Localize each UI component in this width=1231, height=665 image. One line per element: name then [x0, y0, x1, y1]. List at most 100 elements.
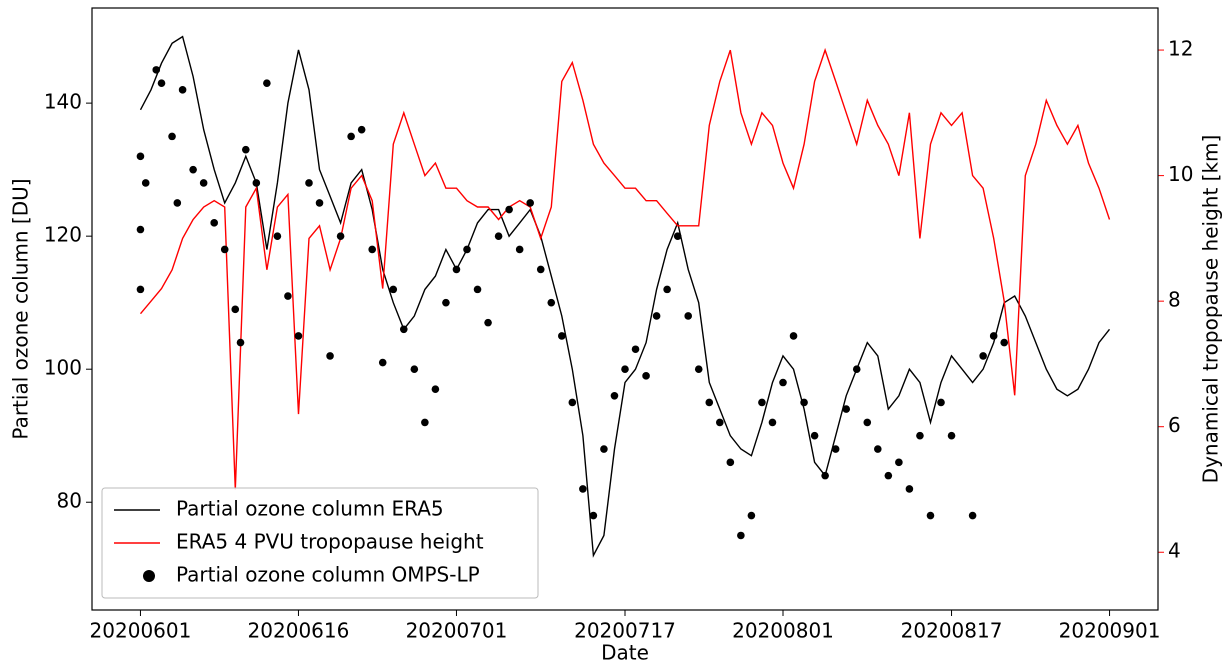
data-point [652, 312, 661, 320]
x-tick-label: 20200717 [574, 619, 676, 643]
data-point [463, 245, 471, 254]
data-point [979, 352, 987, 360]
x-tick-label: 20200817 [901, 619, 1003, 643]
data-point [515, 245, 524, 254]
data-point [368, 245, 376, 254]
data-point [168, 132, 176, 141]
data-point [284, 292, 292, 300]
data-point [326, 352, 334, 360]
data-point [294, 332, 303, 340]
data-line [139, 35, 1111, 558]
data-point [210, 219, 218, 227]
data-point [136, 225, 145, 234]
data-point [399, 325, 408, 334]
legend-label: Partial ozone column ERA5 [176, 497, 444, 521]
data-point [378, 358, 387, 367]
data-point [726, 458, 735, 467]
data-point [905, 485, 914, 493]
data-point [789, 332, 798, 340]
data-point [157, 79, 166, 87]
data-point [779, 378, 787, 387]
data-point [315, 199, 324, 207]
data-point [1000, 338, 1009, 347]
data-point [937, 398, 945, 407]
y-tick-label: 100 [44, 356, 82, 380]
y2-tick-label: 4 [1168, 539, 1181, 563]
y2-tick-label: 8 [1168, 288, 1181, 312]
data-point [494, 232, 503, 240]
data-point [421, 418, 429, 427]
y-tick-label: 140 [44, 90, 82, 114]
data-point [810, 431, 819, 440]
data-point [263, 79, 271, 87]
data-point [273, 232, 282, 240]
data-point [189, 165, 197, 174]
data-point [526, 199, 534, 207]
data-point [579, 485, 587, 493]
data-point [663, 285, 671, 294]
data-point [484, 318, 492, 327]
data-point [947, 431, 956, 440]
legend-label: Partial ozone column OMPS-LP [176, 563, 480, 587]
data-point [621, 365, 629, 374]
y2-axis-label: Dynamical tropopause height [km] [1199, 135, 1223, 484]
data-line [139, 47, 1111, 490]
data-point [884, 471, 893, 480]
data-point [431, 385, 440, 393]
data-point [968, 511, 977, 520]
data-point [178, 86, 187, 94]
data-point [768, 418, 777, 427]
data-point [220, 245, 229, 254]
data-point [231, 305, 240, 314]
data-point [136, 285, 145, 294]
legend-marker [143, 570, 155, 582]
data-point [631, 345, 640, 354]
legend-box [101, 487, 539, 599]
data-point [252, 179, 261, 187]
data-point [336, 232, 345, 240]
y2-tick-label: 12 [1168, 37, 1193, 61]
data-point [473, 285, 482, 294]
data-point [600, 445, 608, 453]
data-point [141, 179, 150, 187]
x-tick-label: 20200701 [406, 619, 508, 643]
plot-frame [91, 7, 1159, 611]
data-point [705, 398, 714, 407]
data-point [173, 199, 182, 207]
data-point [863, 418, 872, 427]
data-point [241, 145, 250, 154]
data-point [737, 531, 745, 540]
x-tick-label: 20200601 [90, 619, 192, 643]
data-point [831, 445, 840, 453]
data-point [800, 398, 808, 407]
data-point [684, 312, 693, 320]
data-point [389, 285, 398, 294]
data-point [199, 179, 208, 187]
data-point [410, 365, 419, 374]
data-point [874, 445, 882, 453]
y-tick-label: 80 [57, 489, 82, 513]
data-point [589, 511, 598, 520]
y2-tick-label: 10 [1168, 162, 1193, 186]
data-point [357, 125, 366, 134]
data-point [747, 511, 756, 520]
data-point [505, 205, 513, 214]
data-point [673, 232, 682, 240]
data-point [536, 265, 545, 274]
data-point [547, 298, 556, 307]
data-point [916, 431, 924, 440]
y2-tick-label: 6 [1168, 413, 1181, 437]
y-axis-label: Partial ozone column [DU] [9, 178, 33, 439]
x-tick-label: 20200901 [1059, 619, 1161, 643]
data-point [694, 365, 703, 374]
data-point [989, 332, 998, 340]
data-point [610, 392, 619, 400]
data-point [842, 405, 851, 413]
data-point [452, 265, 461, 274]
data-point [821, 471, 829, 480]
x-axis-label: Date [601, 641, 649, 665]
legend-label: ERA5 4 PVU tropopause height [176, 530, 484, 554]
data-point [716, 418, 724, 427]
x-tick-label: 20200616 [248, 619, 350, 643]
